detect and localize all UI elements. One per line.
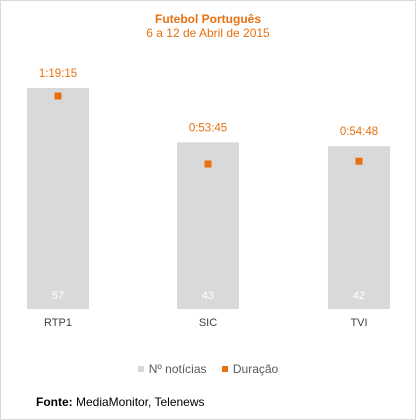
bar-sic bbox=[177, 142, 239, 309]
legend-item-duracao: Duração bbox=[221, 362, 279, 376]
legend-label-noticias: Nº notícias bbox=[148, 362, 207, 376]
legend-swatch-duracao bbox=[221, 365, 228, 372]
duration-marker bbox=[204, 160, 212, 168]
category-label: TVI bbox=[350, 317, 367, 329]
duration-label: 1:19:15 bbox=[39, 68, 77, 80]
duration-marker bbox=[54, 92, 62, 100]
bar-tvi bbox=[328, 146, 390, 309]
chart-subtitle: 6 a 12 de Abril de 2015 bbox=[146, 26, 270, 40]
chart-title: Futebol Português bbox=[155, 12, 261, 26]
category-label: RTP1 bbox=[44, 317, 72, 329]
bar-value-label: 57 bbox=[52, 290, 64, 302]
source-label: Fonte: bbox=[36, 395, 73, 409]
bar-rtp1 bbox=[27, 88, 89, 309]
chart-plot: 57 RTP1 1:19:15 43 SIC 0:53:45 42 TVI 0:54:48 bbox=[27, 68, 390, 329]
source-text: MediaMonitor, Telenews bbox=[76, 395, 205, 409]
bar-value-label: 43 bbox=[202, 290, 214, 302]
duration-label: 0:54:48 bbox=[340, 126, 378, 138]
legend-item-noticias: Nº notícias bbox=[137, 362, 207, 376]
source-note: Fonte: MediaMonitor, Telenews bbox=[36, 395, 205, 409]
legend-label-duracao: Duração bbox=[232, 362, 279, 376]
bar-value-label: 42 bbox=[353, 290, 365, 302]
chart-legend: Nº notícias Duração bbox=[0, 362, 416, 376]
legend-swatch-noticias bbox=[137, 365, 144, 372]
duration-marker bbox=[355, 157, 363, 165]
duration-label: 0:53:45 bbox=[189, 122, 227, 134]
category-label: SIC bbox=[199, 317, 217, 329]
